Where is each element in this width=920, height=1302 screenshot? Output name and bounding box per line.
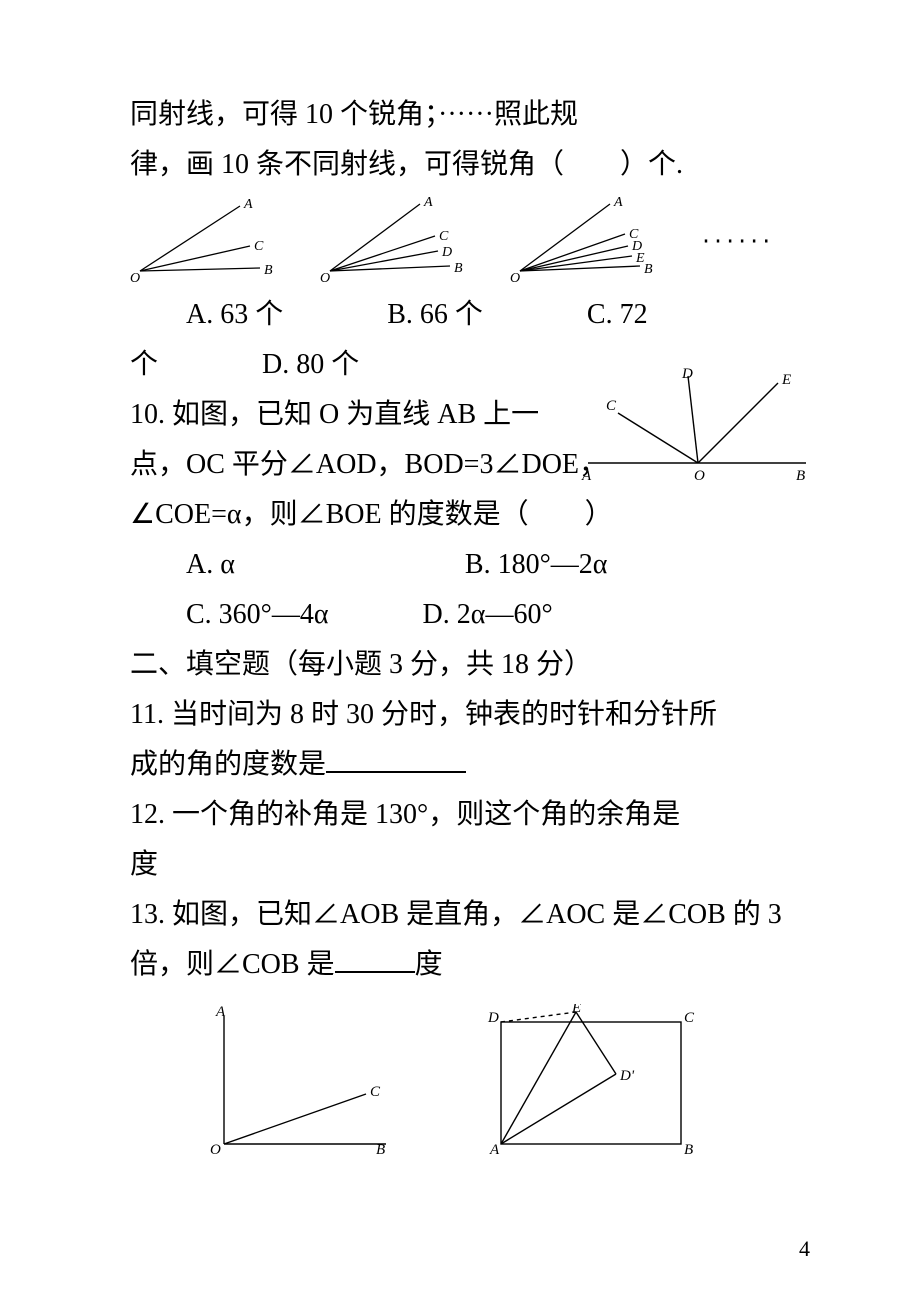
q10-options-cd: C. 360°—4α D. 2α—60° [130, 590, 810, 640]
q10-option-a: A. α [186, 549, 235, 580]
svg-text:C: C [370, 1084, 381, 1100]
q9-line2: 律，画 10 条不同射线，可得锐角（ ）个. [130, 140, 810, 190]
page-number: 4 [799, 1236, 810, 1262]
svg-text:O: O [210, 1142, 221, 1154]
svg-text:D: D [487, 1010, 499, 1026]
svg-text:D': D' [619, 1068, 635, 1084]
svg-text:C: C [254, 239, 264, 254]
q9-line1: 同射线，可得 10 个锐角；······照此规 [130, 90, 810, 140]
q9-ellipsis: ······ [700, 229, 772, 253]
q11-blank [326, 749, 466, 773]
q9-fig3: O A C D E B [510, 196, 660, 286]
q13-figure1: O A B C [206, 1004, 396, 1154]
svg-text:B: B [264, 263, 273, 278]
q10-option-c: C. 360°—4α [186, 599, 329, 630]
q13-figure2: A B C D E D' [486, 1004, 696, 1154]
q9-option-b: B. 66 个 [387, 299, 483, 330]
q12-line2: 度 [130, 840, 810, 890]
q9-fig1: O A C B [130, 196, 280, 286]
svg-text:E: E [571, 1004, 581, 1016]
q13-text1: 倍，则∠COB 是 [130, 949, 335, 980]
svg-text:A: A [243, 197, 253, 212]
svg-text:C: C [606, 398, 617, 414]
q10-figure: A O B C D E [578, 368, 808, 503]
section2-heading: 二、填空题（每小题 3 分，共 18 分） [130, 640, 810, 690]
svg-text:C: C [684, 1010, 695, 1026]
svg-text:A: A [423, 196, 433, 210]
svg-text:O: O [320, 271, 330, 286]
q10-option-b: B. 180°—2α [465, 549, 608, 580]
svg-text:B: B [684, 1142, 693, 1154]
q10-option-d: D. 2α—60° [423, 599, 553, 630]
q9-options-ab-c: A. 63 个 B. 66 个 C. 72 [130, 290, 810, 340]
svg-text:O: O [510, 271, 520, 286]
svg-text:C: C [439, 229, 449, 244]
q13-line2: 倍，则∠COB 是 度 [130, 940, 810, 990]
svg-text:A: A [613, 196, 623, 210]
q13-text2: 度 [415, 949, 443, 980]
q11-line2: 成的角的度数是 [130, 740, 810, 790]
q9-option-d: D. 80 个 [262, 349, 359, 380]
svg-text:D: D [681, 368, 693, 382]
q10-options-ab: A. α B. 180°—2α [130, 540, 810, 590]
svg-text:E: E [781, 372, 791, 388]
q13-figure-row: O A B C A B C D [206, 1004, 810, 1154]
q11-text: 成的角的度数是 [130, 749, 326, 780]
svg-text:O: O [694, 468, 705, 484]
q9-option-a: A. 63 个 [186, 299, 283, 330]
svg-text:B: B [454, 261, 463, 276]
svg-text:B: B [376, 1142, 385, 1154]
svg-text:B: B [796, 468, 805, 484]
svg-text:O: O [130, 271, 140, 286]
q9-diagram-row: O A C B O A C D [130, 196, 810, 286]
q9-fig2: O A C D B [320, 196, 470, 286]
svg-text:D: D [441, 245, 452, 260]
q13-blank [335, 949, 415, 973]
q13-line1: 13. 如图，已知∠AOB 是直角，∠AOC 是∠COB 的 3 [130, 890, 810, 940]
q12-line1: 12. 一个角的补角是 130°，则这个角的余角是 [130, 790, 810, 840]
svg-text:B: B [644, 262, 653, 277]
svg-text:A: A [215, 1004, 226, 1020]
svg-text:A: A [489, 1142, 500, 1154]
q9-option-c-part: C. 72 [587, 299, 648, 330]
q11-line1: 11. 当时间为 8 时 30 分时，钟表的时针和分针所 [130, 690, 810, 740]
q9-c-cont: 个 [130, 349, 158, 380]
svg-text:A: A [581, 468, 592, 484]
